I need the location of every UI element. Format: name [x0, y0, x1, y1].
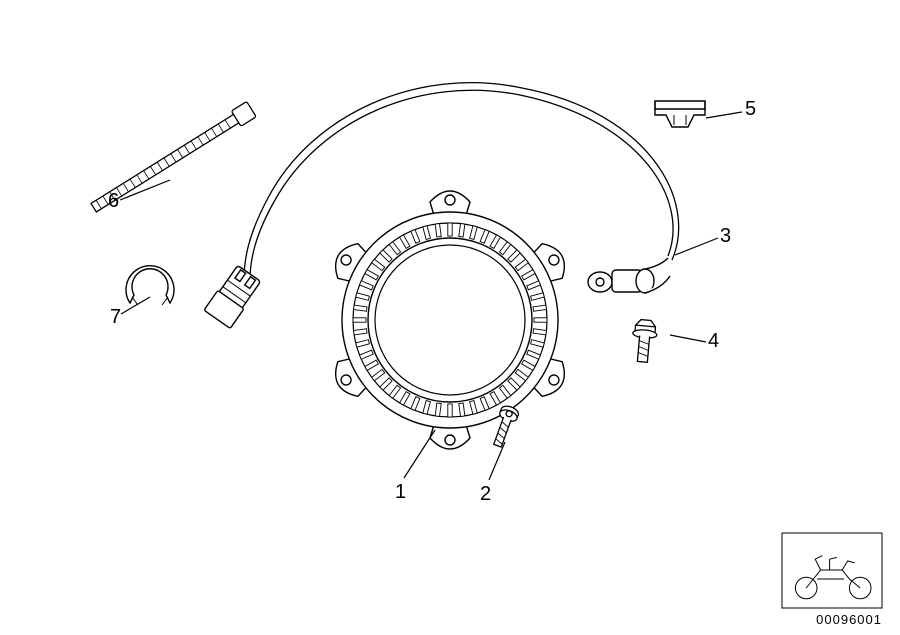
callout-6: 6: [108, 190, 119, 213]
callout-2: 2: [480, 483, 491, 506]
part-retaining-clip: [126, 266, 174, 305]
technical-drawing: [0, 0, 900, 635]
part-hex-bolt: [630, 319, 658, 363]
part-sensor-ring: [328, 191, 571, 449]
thumbnail-frame: [782, 533, 882, 608]
diagram-id-label: 00096001: [816, 612, 882, 627]
callout-1: 1: [395, 481, 406, 504]
callout-5: 5: [745, 98, 756, 121]
part-cable-clip: [655, 101, 705, 127]
callout-3: 3: [720, 225, 731, 248]
diagram-canvas: 1 2 3 4 5 6 7 00096001: [0, 0, 900, 635]
callout-4: 4: [708, 330, 719, 353]
callout-7: 7: [110, 306, 121, 329]
